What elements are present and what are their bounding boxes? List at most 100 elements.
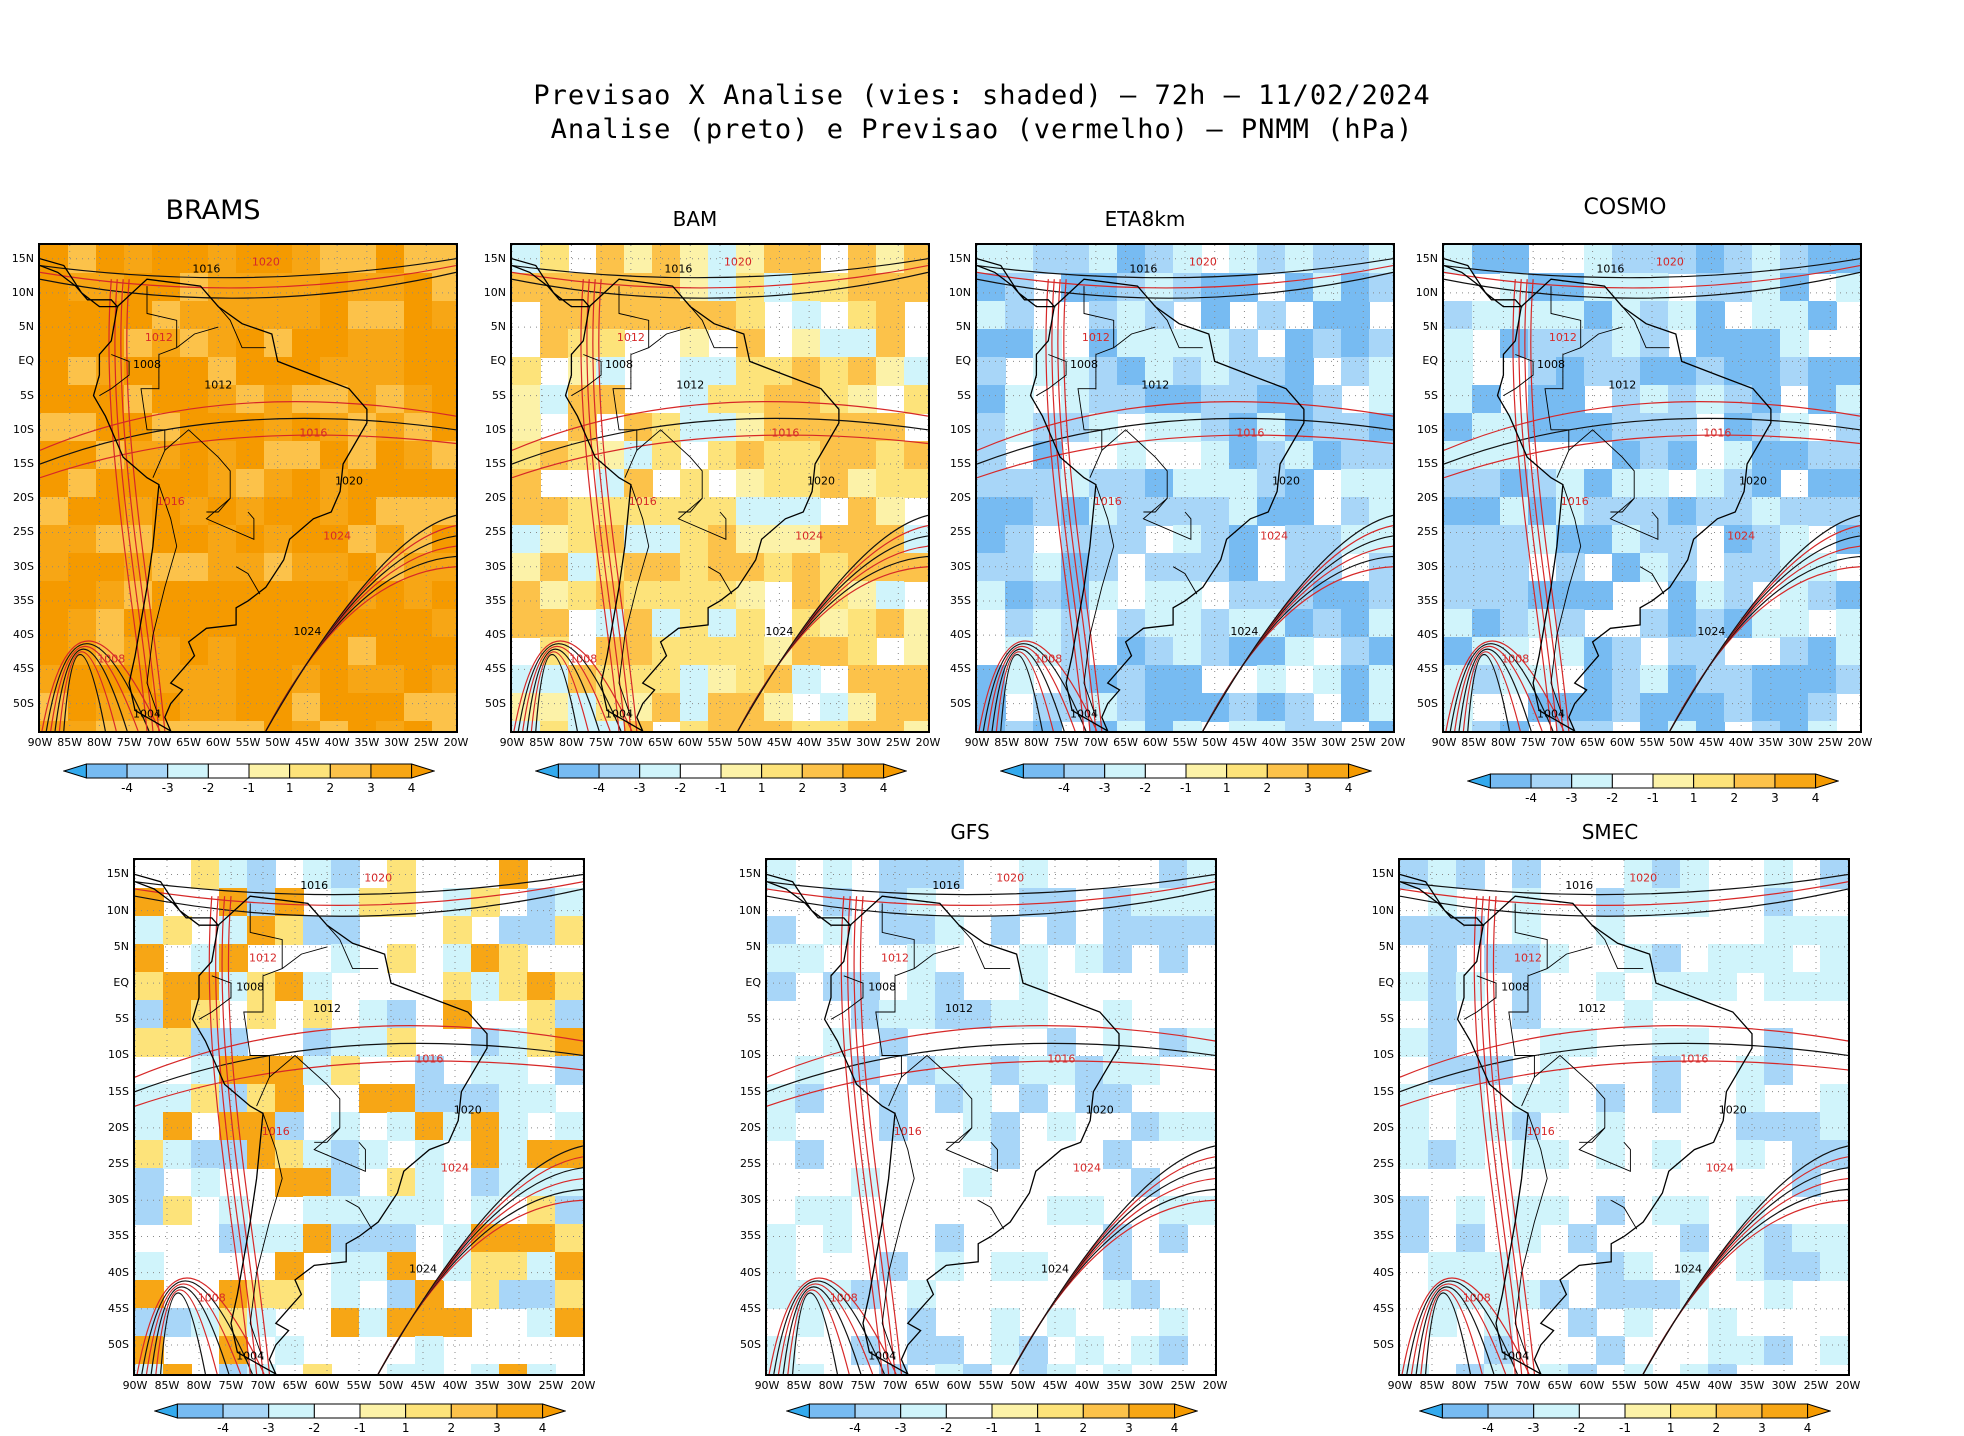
- country-border: [1514, 903, 1548, 969]
- lon-label: 90W: [27, 736, 53, 749]
- lon-label: 40W: [442, 1379, 468, 1392]
- country-border: [1579, 1127, 1606, 1143]
- contour-label: 1004: [868, 1350, 896, 1363]
- lon-label: 35W: [354, 736, 380, 749]
- contour-label: 1008: [236, 980, 264, 993]
- lat-label: 40S: [1373, 1265, 1394, 1279]
- lon-label: 60W: [205, 736, 231, 749]
- colorbar-tick-label: -2: [202, 781, 215, 795]
- lon-label: 65W: [648, 736, 673, 749]
- country-border: [1550, 286, 1582, 348]
- lon-label: 80W: [186, 1379, 212, 1392]
- colorbar-tick-label: 4: [538, 1421, 547, 1435]
- lon-label: 75W: [1053, 736, 1079, 749]
- contour-label: 1008: [830, 1292, 858, 1305]
- lon-label: 80W: [86, 736, 112, 749]
- contour-label: 1016: [299, 427, 327, 440]
- contour-label: 1016: [1236, 427, 1264, 440]
- country-border: [707, 566, 733, 595]
- lon-label: 20W: [915, 736, 941, 749]
- contour-label: 1020: [1719, 1103, 1747, 1116]
- colorbar-tick-label: -1: [986, 1421, 998, 1435]
- lon-label: 80W: [1451, 1379, 1477, 1392]
- contour-label: 1020: [1629, 872, 1657, 885]
- lat-label: 25S: [108, 1157, 129, 1171]
- lon-label: 30W: [1321, 736, 1346, 749]
- lat-label: 30S: [740, 1193, 761, 1207]
- colorbar-tick-label: -1: [354, 1421, 366, 1435]
- lon-label: 60W: [1609, 736, 1635, 749]
- lat-label: 15S: [740, 1084, 761, 1098]
- contour-label: 1020: [996, 872, 1024, 885]
- contour-label: 1016: [932, 879, 960, 892]
- colorbar-tick-label: -4: [121, 781, 134, 795]
- lat-label: 50S: [1373, 1338, 1394, 1352]
- contour-label: 1012: [1549, 331, 1577, 344]
- lon-label: 70W: [1515, 1379, 1541, 1392]
- lon-label: 45W: [1231, 736, 1257, 749]
- contour-label: 1024: [765, 625, 793, 638]
- contour-label: 1020: [1739, 475, 1767, 488]
- colorbar-tick-label: -1: [715, 781, 727, 795]
- lat-label: 5N: [955, 320, 971, 334]
- colorbar-tick-label: -3: [1565, 791, 1578, 805]
- lon-label: 45W: [1042, 1379, 1068, 1392]
- colorbar-unnamed: [154, 1403, 566, 1419]
- country-border: [345, 1199, 373, 1230]
- south-america-coastline: [823, 895, 1120, 1374]
- panel-title-brams: BRAMS: [165, 195, 261, 226]
- bias-shading: [977, 245, 1393, 731]
- colorbar-tick-label: -4: [593, 781, 606, 795]
- country-border: [235, 566, 261, 595]
- country-border: [1591, 924, 1644, 970]
- central-america-coastline: [1400, 873, 1485, 926]
- contour-label: 1004: [236, 1350, 264, 1363]
- contour-label: 1016: [629, 495, 657, 508]
- lat-label: 35S: [1373, 1229, 1394, 1243]
- contour-label: 1008: [569, 653, 597, 666]
- lat-label: 25S: [740, 1157, 761, 1171]
- lat-label: 35S: [950, 593, 971, 607]
- country-border: [689, 306, 738, 349]
- lat-label: 5N: [745, 939, 761, 953]
- country-border: [1639, 566, 1665, 595]
- lon-label: 45W: [1698, 736, 1724, 749]
- contour-label: 1008: [1537, 358, 1565, 371]
- lon-label: 35W: [826, 736, 852, 749]
- south-america-coastline: [1496, 278, 1772, 731]
- lon-label: 20W: [570, 1379, 596, 1392]
- country-border: [1534, 1054, 1631, 1172]
- lon-label: 80W: [558, 736, 584, 749]
- contour-label: 1008: [133, 358, 161, 371]
- lat-label: 25S: [13, 525, 34, 539]
- lat-label: 15S: [108, 1084, 129, 1098]
- lon-label: 25W: [1803, 1379, 1829, 1392]
- contour-label: 1016: [192, 262, 220, 275]
- country-border: [1083, 484, 1115, 718]
- lat-label: 45S: [108, 1301, 129, 1315]
- central-america-coastline: [1444, 258, 1523, 308]
- lon-label: 55W: [346, 1379, 372, 1392]
- lat-label: 10S: [740, 1048, 761, 1062]
- lon-label: 85W: [994, 736, 1020, 749]
- lon-label: 85W: [786, 1379, 812, 1392]
- lon-label: 25W: [1817, 736, 1843, 749]
- colorbar-tick-label: 1: [1666, 1421, 1675, 1435]
- lon-label: 60W: [314, 1379, 340, 1392]
- lat-label: EQ: [490, 354, 506, 368]
- lat-label: 30S: [1373, 1193, 1394, 1207]
- lat-label: 5N: [1422, 320, 1438, 334]
- isobars: [40, 258, 456, 731]
- colorbar-tick-label: -2: [940, 1421, 953, 1435]
- lat-label: 20S: [740, 1120, 761, 1134]
- contour-label: 1024: [441, 1161, 469, 1174]
- lat-label: EQ: [113, 976, 129, 990]
- lon-label: 85W: [57, 736, 83, 749]
- lat-label: 40S: [1417, 628, 1438, 642]
- colorbar-tick-label: -3: [633, 781, 646, 795]
- lon-label: 30W: [506, 1379, 532, 1392]
- colorbar-tick-label: 4: [1170, 1421, 1179, 1435]
- lat-label: 30S: [108, 1193, 129, 1207]
- lat-label: 5S: [1424, 388, 1438, 402]
- colorbar-tick-label: 2: [798, 781, 807, 795]
